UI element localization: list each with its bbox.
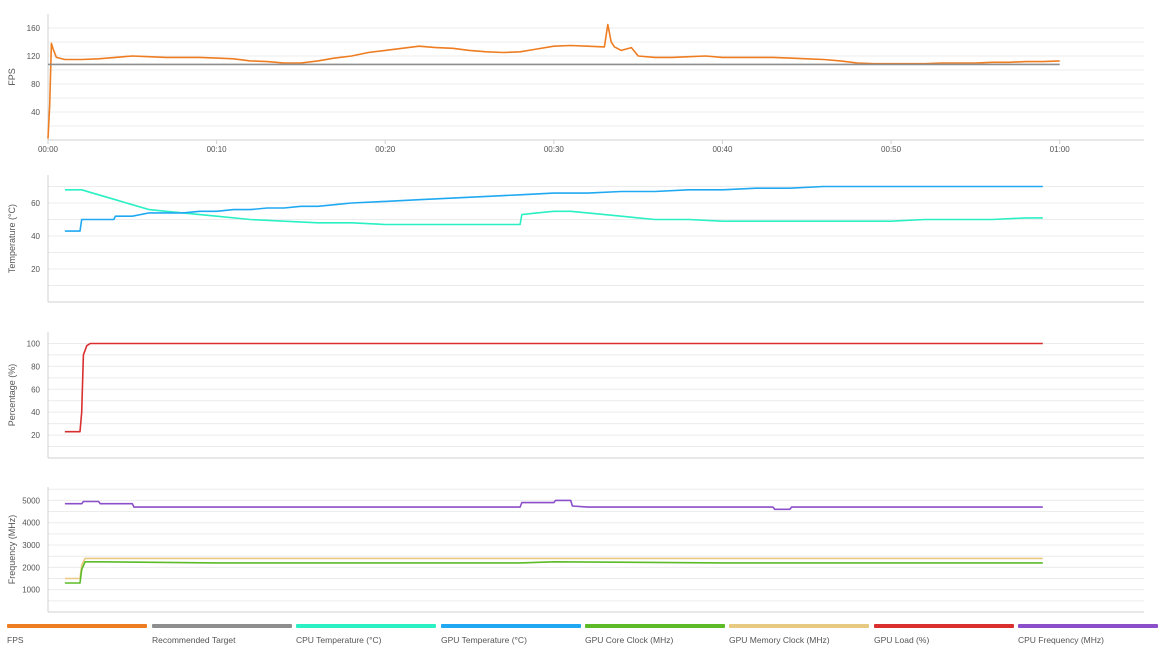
legend-swatch <box>585 624 725 628</box>
legend-item-gpu-temp[interactable]: GPU Temperature (°C) <box>441 624 581 654</box>
legend-swatch <box>296 624 436 628</box>
series-line-gpu-mem <box>64 557 1043 580</box>
legend-label: Recommended Target <box>152 635 236 645</box>
y-tick-label: 40 <box>31 108 40 117</box>
y-tick-label: 5000 <box>22 496 40 505</box>
y-tick-label: 3000 <box>22 541 40 550</box>
x-tick-label: 00:20 <box>375 145 396 154</box>
y-tick-label: 1000 <box>22 586 40 595</box>
y-tick-label: 40 <box>31 408 40 417</box>
chart-panel-1: 40 80 120 160 FPS 00:00 00:10 00:20 00:30 00:40 00… <box>7 14 1144 154</box>
y-tick-label: 60 <box>31 199 40 208</box>
y-tick-label: 20 <box>31 265 40 274</box>
y-axis-label: Percentage (%) <box>7 364 17 427</box>
x-tick-label: 00:10 <box>207 145 228 154</box>
legend-label: GPU Memory Clock (MHz) <box>729 635 830 645</box>
y-tick-label: 160 <box>27 24 41 33</box>
legend-item-cpu-freq[interactable]: CPU Frequency (MHz) <box>1018 624 1158 654</box>
series-line-gpu-core <box>64 560 1043 584</box>
y-tick-label: 40 <box>31 232 40 241</box>
x-tick-label: 00:40 <box>712 145 733 154</box>
legend-swatch <box>874 624 1014 628</box>
legend-item-gpu-mem[interactable]: GPU Memory Clock (MHz) <box>729 624 869 654</box>
legend-swatch <box>152 624 292 628</box>
legend-label: GPU Temperature (°C) <box>441 635 527 645</box>
series-line-fps <box>47 23 1060 139</box>
y-tick-label: 2000 <box>22 563 40 572</box>
legend-item-cpu-temp[interactable]: CPU Temperature (°C) <box>296 624 436 654</box>
series-line-gpu-load <box>64 342 1043 433</box>
y-tick-label: 4000 <box>22 519 40 528</box>
x-tick-label: 00:00 <box>38 145 59 154</box>
legend-label: GPU Load (%) <box>874 635 930 645</box>
y-tick-label: 20 <box>31 431 40 440</box>
y-axis-label: Frequency (MHz) <box>7 515 17 585</box>
legend-label: GPU Core Clock (MHz) <box>585 635 674 645</box>
legend-item-gpu-core[interactable]: GPU Core Clock (MHz) <box>585 624 725 654</box>
y-tick-label: 120 <box>27 52 41 61</box>
chart-panel-2: 20 40 60 Temperature (°C) <box>7 175 1144 303</box>
series-line-cpu-freq <box>64 499 1043 511</box>
legend-swatch <box>1018 624 1158 628</box>
legend-swatch <box>7 624 147 628</box>
legend-item-target[interactable]: Recommended Target <box>152 624 292 654</box>
legend-item-fps[interactable]: FPS <box>7 624 147 654</box>
y-tick-label: 80 <box>31 80 40 89</box>
legend-item-gpu-load[interactable]: GPU Load (%) <box>874 624 1014 654</box>
legend-swatch <box>729 624 869 628</box>
x-tick-label: 00:30 <box>544 145 565 154</box>
y-tick-label: 100 <box>27 339 41 348</box>
legend-swatch <box>441 624 581 628</box>
y-tick-label: 60 <box>31 385 40 394</box>
legend-label: CPU Temperature (°C) <box>296 635 382 645</box>
chart-panel-4: 1000 2000 3000 4000 5000 Frequency (MHz) <box>7 487 1144 613</box>
x-tick-label: 00:50 <box>881 145 902 154</box>
y-axis-label: Temperature (°C) <box>7 204 17 273</box>
y-axis-label: FPS <box>7 68 17 86</box>
series-line-gpu-temp <box>64 185 1043 232</box>
x-tick-label: 01:00 <box>1050 145 1071 154</box>
y-tick-label: 80 <box>31 362 40 371</box>
legend-label: CPU Frequency (MHz) <box>1018 635 1104 645</box>
legend-label: FPS <box>7 635 24 645</box>
legend: FPS Recommended Target CPU Temperature (°C… <box>0 624 1168 654</box>
chart-panel-3: 20 40 60 80 100 Percentage (%) <box>7 332 1144 459</box>
